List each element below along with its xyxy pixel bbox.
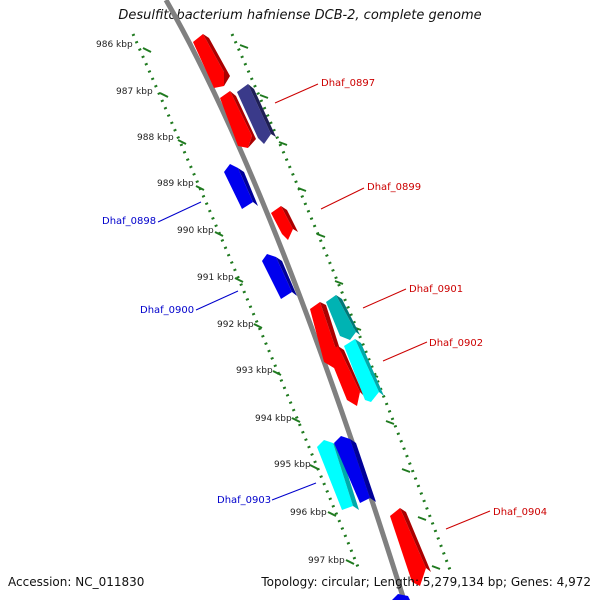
tick-mark bbox=[234, 277, 244, 283]
gene-arrow-dhaf-0902-a[interactable] bbox=[328, 346, 364, 406]
gene-arrow-dhaf-0902-b[interactable] bbox=[344, 339, 384, 402]
tick-mark bbox=[385, 420, 395, 425]
genome-summary-text: Topology: circular; Length: 5,279,134 bp… bbox=[261, 575, 591, 589]
tick-mark bbox=[177, 139, 187, 145]
tick-mark bbox=[259, 94, 269, 99]
tick-mark bbox=[214, 231, 224, 237]
gene-arrow-forward-b[interactable] bbox=[220, 91, 256, 148]
tick-label: 992 kbp bbox=[217, 320, 254, 330]
gene-arrow-dhaf-0900[interactable] bbox=[262, 254, 297, 299]
tick-mark bbox=[239, 44, 249, 49]
tick-mark bbox=[345, 559, 355, 565]
tick-mark bbox=[159, 92, 169, 98]
tick-label: 995 kbp bbox=[274, 460, 311, 470]
gene-arrow-dhaf-0903-a[interactable] bbox=[317, 440, 359, 510]
leader-line-dhaf-0902 bbox=[382, 341, 428, 362]
leader-line-dhaf-0900 bbox=[195, 290, 239, 311]
gene-label-dhaf-0897[interactable]: Dhaf_0897 bbox=[321, 78, 375, 89]
tick-label: 993 kbp bbox=[236, 366, 273, 376]
gene-arrow-dhaf-0899[interactable] bbox=[271, 206, 298, 240]
tick-label: 996 kbp bbox=[290, 508, 327, 518]
leader-line-dhaf-0898 bbox=[157, 201, 202, 223]
leader-line-dhaf-0901 bbox=[362, 288, 407, 309]
tick-mark bbox=[291, 417, 301, 423]
gene-arrow-dhaf-0897[interactable] bbox=[237, 84, 276, 144]
tick-mark bbox=[195, 185, 205, 191]
leader-line-dhaf-0903 bbox=[271, 482, 317, 501]
gene-arrow-dhaf-0898[interactable] bbox=[224, 164, 258, 209]
gene-label-dhaf-0903[interactable]: Dhaf_0903 bbox=[217, 495, 271, 506]
tick-label: 988 kbp bbox=[137, 133, 174, 143]
leader-line-dhaf-0899 bbox=[320, 187, 365, 210]
gene-label-dhaf-0898[interactable]: Dhaf_0898 bbox=[102, 216, 156, 227]
tick-mark bbox=[401, 468, 411, 473]
tick-mark bbox=[334, 280, 344, 285]
tick-label: 989 kbp bbox=[157, 179, 194, 189]
tick-label: 994 kbp bbox=[255, 414, 292, 424]
gene-label-dhaf-0901[interactable]: Dhaf_0901 bbox=[409, 284, 463, 295]
accession-text: Accession: NC_011830 bbox=[8, 575, 145, 589]
tick-mark bbox=[253, 323, 263, 329]
genome-backbone bbox=[163, 0, 407, 600]
tick-mark bbox=[316, 233, 326, 238]
scale-tick-marks bbox=[142, 47, 355, 565]
gene-arrow-bottom[interactable] bbox=[392, 594, 410, 600]
tick-label: 990 kbp bbox=[177, 226, 214, 236]
gene-arrow-dhaf-0904[interactable] bbox=[390, 508, 431, 586]
gene-label-dhaf-0900[interactable]: Dhaf_0900 bbox=[140, 305, 194, 316]
tick-mark bbox=[327, 511, 337, 517]
gene-label-dhaf-0904[interactable]: Dhaf_0904 bbox=[493, 507, 547, 518]
tick-mark bbox=[417, 516, 427, 521]
tick-mark bbox=[431, 565, 441, 570]
tick-mark bbox=[272, 370, 282, 376]
genome-title: Desulfitobacterium hafniense DCB-2, comp… bbox=[118, 8, 482, 23]
gene-arrow-dhaf-0903-b[interactable] bbox=[334, 436, 376, 503]
tick-mark bbox=[297, 187, 307, 192]
tick-mark bbox=[278, 141, 288, 146]
tick-label: 997 kbp bbox=[308, 556, 345, 566]
gene-label-dhaf-0902[interactable]: Dhaf_0902 bbox=[429, 338, 483, 349]
left-scale-track bbox=[131, 33, 362, 573]
gene-arrow-forward-a[interactable] bbox=[193, 34, 230, 88]
gene-label-dhaf-0899[interactable]: Dhaf_0899 bbox=[367, 182, 421, 193]
tick-mark bbox=[142, 47, 152, 53]
tick-label: 986 kbp bbox=[96, 40, 133, 50]
leader-line-dhaf-0904 bbox=[445, 510, 491, 530]
tick-mark bbox=[309, 464, 319, 470]
leader-line-dhaf-0897 bbox=[274, 83, 319, 104]
tick-label: 987 kbp bbox=[116, 87, 153, 97]
right-scale-track bbox=[230, 33, 452, 571]
gene-arrow-dhaf-0901-b[interactable] bbox=[326, 295, 360, 340]
tick-label: 991 kbp bbox=[197, 273, 234, 283]
